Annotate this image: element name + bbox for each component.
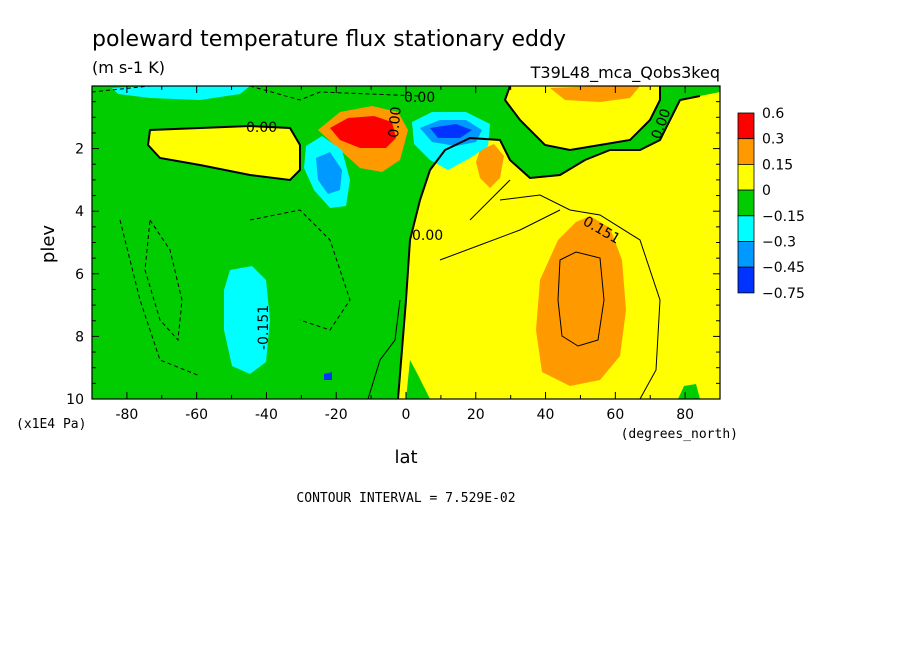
- x-tick-label: 60: [606, 407, 624, 423]
- y-tick-label: 6: [75, 267, 84, 283]
- legend-swatch: [737, 138, 755, 165]
- y-axis-label: plev: [38, 225, 59, 264]
- region-yellow-island-sh: [148, 126, 300, 180]
- x-tick-label: 80: [676, 407, 694, 423]
- legend-level-label: 0.3: [762, 132, 784, 148]
- legend-level-label: −0.3: [762, 235, 796, 251]
- contour-lines: [92, 86, 661, 399]
- legend-swatch: [737, 189, 755, 217]
- legend-swatch: [737, 266, 755, 294]
- tick-labels: -80 -60 -40 -20 0 20 40 60 80 2 4 6 8 10: [66, 142, 694, 423]
- x-tick-label: -40: [255, 407, 278, 423]
- x-tick-label: -20: [325, 407, 348, 423]
- region-orange-nh: [536, 216, 626, 386]
- legend-swatch: [737, 112, 755, 140]
- color-legend: 0.6 0.3 0.15 0 −0.15 −0.3 −0.45 −0.75: [737, 106, 805, 302]
- legend-level-label: −0.15: [762, 209, 805, 225]
- legend-swatch: [737, 241, 755, 268]
- legend-swatch: [737, 163, 755, 191]
- chart-units: (m s-1 K): [92, 58, 165, 77]
- y-tick-label: 4: [75, 204, 84, 220]
- x-tick-label: 0: [402, 407, 411, 423]
- legend-level-label: −0.45: [762, 260, 805, 276]
- x-tick-label: 40: [537, 407, 555, 423]
- contour-label: 0.00: [404, 90, 435, 106]
- legend-level-label: −0.75: [762, 286, 805, 302]
- run-label: T39L48_mca_Qobs3keq: [530, 63, 720, 83]
- x-unit-label: (degrees_north): [621, 427, 738, 442]
- region-green-br: [678, 384, 700, 399]
- x-tick-label: -80: [115, 407, 138, 423]
- region-cyan-top: [112, 86, 250, 100]
- region-green-equator: [406, 360, 430, 399]
- legend-level-label: 0: [762, 183, 771, 199]
- contour-label: 0.00: [246, 120, 277, 136]
- region-cyan-sh: [224, 266, 270, 374]
- x-tick-label: 20: [467, 407, 485, 423]
- region-red-jet: [330, 116, 396, 148]
- y-tick-label: 10: [66, 392, 84, 408]
- region-blue-speck: [324, 372, 332, 380]
- x-axis-label: lat: [394, 447, 417, 468]
- contour-label: 0.00: [386, 106, 405, 138]
- region-orange-20n: [476, 144, 504, 188]
- zero-contour: [146, 86, 701, 399]
- chart-title: poleward temperature flux stationary edd…: [92, 27, 566, 52]
- legend-swatch: [737, 215, 755, 242]
- legend-level-label: 0.6: [762, 106, 784, 122]
- contour-label: 0.00: [412, 228, 443, 244]
- x-tick-label: -60: [185, 407, 208, 423]
- y-tick-label: 8: [75, 329, 84, 345]
- contour-label: -0.151: [256, 305, 272, 350]
- axis-ticks: [91, 85, 721, 400]
- contour-interval: CONTOUR INTERVAL = 7.529E-02: [296, 491, 515, 506]
- region-blue-sh-jet: [316, 152, 342, 194]
- region-yellow-top-right: [505, 86, 660, 150]
- region-deepblue-nh-jet: [430, 124, 472, 138]
- y-unit-label: (x1E4 Pa): [16, 417, 86, 432]
- region-orange-top: [550, 86, 640, 102]
- y-tick-label: 2: [75, 142, 84, 158]
- plot-area: [91, 85, 721, 400]
- legend-level-label: 0.15: [762, 157, 793, 173]
